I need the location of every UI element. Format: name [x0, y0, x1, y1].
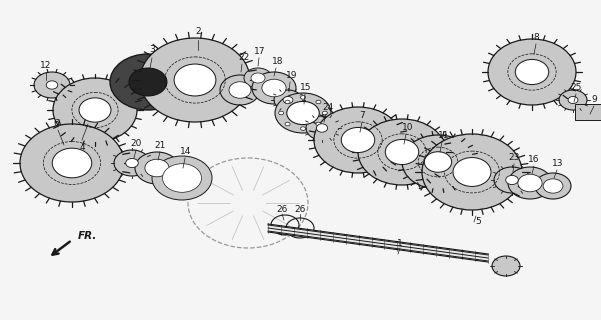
Ellipse shape [535, 173, 571, 199]
Text: 23: 23 [508, 154, 520, 163]
Ellipse shape [79, 98, 111, 122]
Ellipse shape [114, 150, 150, 176]
Text: 8: 8 [533, 34, 539, 43]
Ellipse shape [229, 82, 251, 98]
Text: 10: 10 [402, 124, 413, 132]
Ellipse shape [244, 68, 272, 88]
Ellipse shape [424, 152, 452, 172]
Text: 5: 5 [475, 218, 481, 227]
Text: 2: 2 [195, 28, 201, 36]
Ellipse shape [385, 140, 419, 164]
Ellipse shape [300, 127, 305, 131]
Ellipse shape [135, 152, 179, 184]
Ellipse shape [279, 111, 284, 115]
Ellipse shape [316, 122, 321, 126]
Ellipse shape [508, 167, 552, 199]
Ellipse shape [140, 38, 250, 122]
Ellipse shape [152, 156, 212, 200]
Ellipse shape [129, 68, 167, 96]
Ellipse shape [402, 135, 474, 189]
Ellipse shape [20, 124, 124, 202]
Ellipse shape [274, 90, 302, 110]
Text: 15: 15 [300, 84, 312, 92]
Ellipse shape [251, 73, 265, 83]
Text: 22: 22 [239, 53, 249, 62]
Ellipse shape [568, 97, 578, 103]
Ellipse shape [494, 167, 530, 193]
Ellipse shape [220, 75, 260, 105]
Ellipse shape [275, 93, 331, 133]
Ellipse shape [543, 179, 563, 193]
Ellipse shape [46, 81, 58, 89]
Ellipse shape [322, 111, 328, 115]
Ellipse shape [287, 101, 319, 124]
Ellipse shape [559, 90, 587, 110]
Ellipse shape [252, 72, 296, 104]
Text: 26: 26 [294, 205, 306, 214]
Text: 3: 3 [149, 45, 155, 54]
Ellipse shape [285, 122, 290, 126]
Ellipse shape [518, 174, 542, 192]
Ellipse shape [505, 175, 518, 185]
Ellipse shape [515, 60, 549, 84]
Ellipse shape [314, 107, 402, 173]
Text: 1: 1 [397, 239, 403, 249]
Text: 25: 25 [570, 84, 582, 92]
Text: 12: 12 [40, 61, 52, 70]
Ellipse shape [300, 96, 305, 99]
Text: 7: 7 [359, 111, 365, 121]
Text: 24: 24 [322, 103, 334, 113]
Ellipse shape [262, 79, 286, 97]
Text: 18: 18 [272, 58, 284, 67]
Text: 14: 14 [180, 148, 192, 156]
Text: FR.: FR. [78, 231, 97, 241]
Ellipse shape [283, 97, 293, 103]
Ellipse shape [285, 100, 290, 104]
Ellipse shape [422, 134, 522, 210]
Ellipse shape [488, 39, 576, 105]
Text: 16: 16 [528, 156, 540, 164]
Ellipse shape [341, 127, 374, 153]
Text: 26: 26 [276, 205, 288, 214]
Text: 11: 11 [438, 132, 450, 140]
Ellipse shape [316, 100, 321, 104]
Ellipse shape [358, 119, 446, 185]
Ellipse shape [162, 164, 201, 192]
Ellipse shape [492, 256, 520, 276]
Ellipse shape [52, 148, 92, 178]
Ellipse shape [145, 159, 169, 177]
Ellipse shape [34, 72, 70, 98]
Text: 17: 17 [254, 47, 266, 57]
Text: 20: 20 [130, 140, 142, 148]
Text: 13: 13 [552, 159, 564, 169]
Ellipse shape [306, 116, 338, 140]
Text: 21: 21 [154, 141, 166, 150]
Text: 9: 9 [591, 95, 597, 105]
Ellipse shape [174, 64, 216, 96]
Ellipse shape [316, 124, 328, 132]
Text: 19: 19 [286, 71, 297, 81]
Polygon shape [575, 104, 601, 120]
Text: 6: 6 [53, 119, 59, 129]
Ellipse shape [126, 158, 138, 168]
Text: 4: 4 [79, 143, 85, 153]
Ellipse shape [453, 157, 491, 187]
Ellipse shape [53, 78, 137, 142]
Ellipse shape [110, 54, 186, 110]
